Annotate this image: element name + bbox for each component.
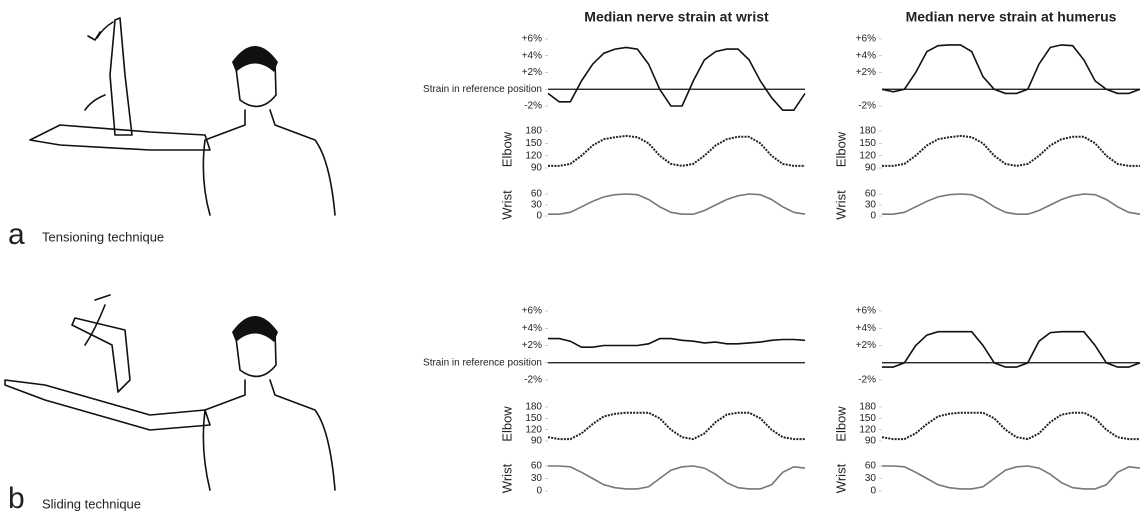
y-axis-label: Elbow — [833, 131, 848, 167]
data-line — [882, 134, 1140, 167]
y-tick-label: -2% — [524, 101, 542, 112]
data-line — [548, 337, 806, 348]
y-tick-label: +4% — [522, 50, 542, 61]
y-tick-label: 0 — [870, 211, 876, 222]
y-tick-label: +2% — [856, 67, 876, 78]
y-tick-label: 90 — [531, 163, 543, 174]
y-axis-label: Wrist — [833, 190, 848, 220]
y-tick-label: 60 — [531, 189, 543, 200]
y-tick-label: -2% — [858, 101, 876, 112]
y-axis-label: Elbow — [499, 406, 514, 442]
illustration-a — [29, 17, 336, 216]
y-tick-label: 150 — [525, 138, 542, 149]
y-tick-label: +6% — [856, 306, 876, 317]
y-tick-label: +6% — [522, 34, 542, 45]
y-tick-label: 150 — [859, 138, 876, 149]
y-tick-label: 150 — [525, 413, 542, 424]
y-tick-label: 120 — [525, 424, 542, 435]
y-axis-label: Elbow — [499, 131, 514, 167]
y-axis-label: Elbow — [833, 406, 848, 442]
y-tick-label: +6% — [856, 34, 876, 45]
data-line — [881, 411, 1140, 441]
y-tick-label: 180 — [525, 402, 542, 413]
y-axis-label: Wrist — [833, 463, 848, 493]
y-tick-label: 180 — [525, 126, 542, 137]
y-tick-label: 30 — [865, 200, 877, 211]
y-tick-label: 30 — [531, 473, 543, 484]
y-tick-label: 30 — [531, 200, 543, 211]
y-tick-label: 90 — [865, 436, 877, 447]
y-tick-label: 60 — [865, 189, 877, 200]
y-tick-label: 180 — [859, 402, 876, 413]
y-tick-label: 0 — [536, 211, 542, 222]
data-line — [881, 44, 1141, 95]
chart-title: Median nerve strain at wrist — [584, 9, 769, 25]
y-tick-label: 120 — [859, 424, 876, 435]
y-tick-label: +2% — [522, 67, 542, 78]
y-tick-label: Strain in reference position — [423, 357, 542, 368]
y-tick-label: +6% — [522, 306, 542, 317]
y-tick-label: 90 — [531, 436, 543, 447]
y-tick-label: 180 — [859, 126, 876, 137]
data-line — [547, 411, 805, 441]
y-tick-label: 60 — [865, 461, 877, 472]
y-tick-label: +2% — [856, 340, 876, 351]
panel-letter: b — [8, 482, 25, 515]
data-line — [548, 193, 806, 215]
panel-letter: a — [8, 218, 25, 251]
y-tick-label: 120 — [859, 150, 876, 161]
y-axis-label: Wrist — [499, 190, 514, 220]
panel-caption: Sliding technique — [42, 496, 141, 511]
y-tick-label: 0 — [870, 486, 876, 497]
y-tick-label: 120 — [525, 150, 542, 161]
y-tick-label: 0 — [536, 486, 542, 497]
y-tick-label: 150 — [859, 413, 876, 424]
data-line — [547, 46, 806, 111]
data-line — [882, 193, 1141, 215]
chart-title: Median nerve strain at humerus — [906, 9, 1117, 25]
y-tick-label: +4% — [522, 323, 542, 334]
y-tick-label: 30 — [865, 473, 877, 484]
panel-caption: Tensioning technique — [42, 229, 164, 244]
y-tick-label: 90 — [865, 163, 877, 174]
data-line — [882, 330, 1141, 368]
data-line — [548, 465, 806, 490]
y-tick-label: +2% — [522, 340, 542, 351]
y-tick-label: +4% — [856, 323, 876, 334]
y-tick-label: Strain in reference position — [423, 84, 542, 95]
data-line — [882, 465, 1141, 490]
y-axis-label: Wrist — [499, 463, 514, 493]
data-line — [548, 134, 805, 167]
y-tick-label: +4% — [856, 50, 876, 61]
illustration-b — [4, 294, 336, 491]
y-tick-label: -2% — [524, 375, 542, 386]
y-tick-label: -2% — [858, 375, 876, 386]
y-tick-label: 60 — [531, 461, 543, 472]
